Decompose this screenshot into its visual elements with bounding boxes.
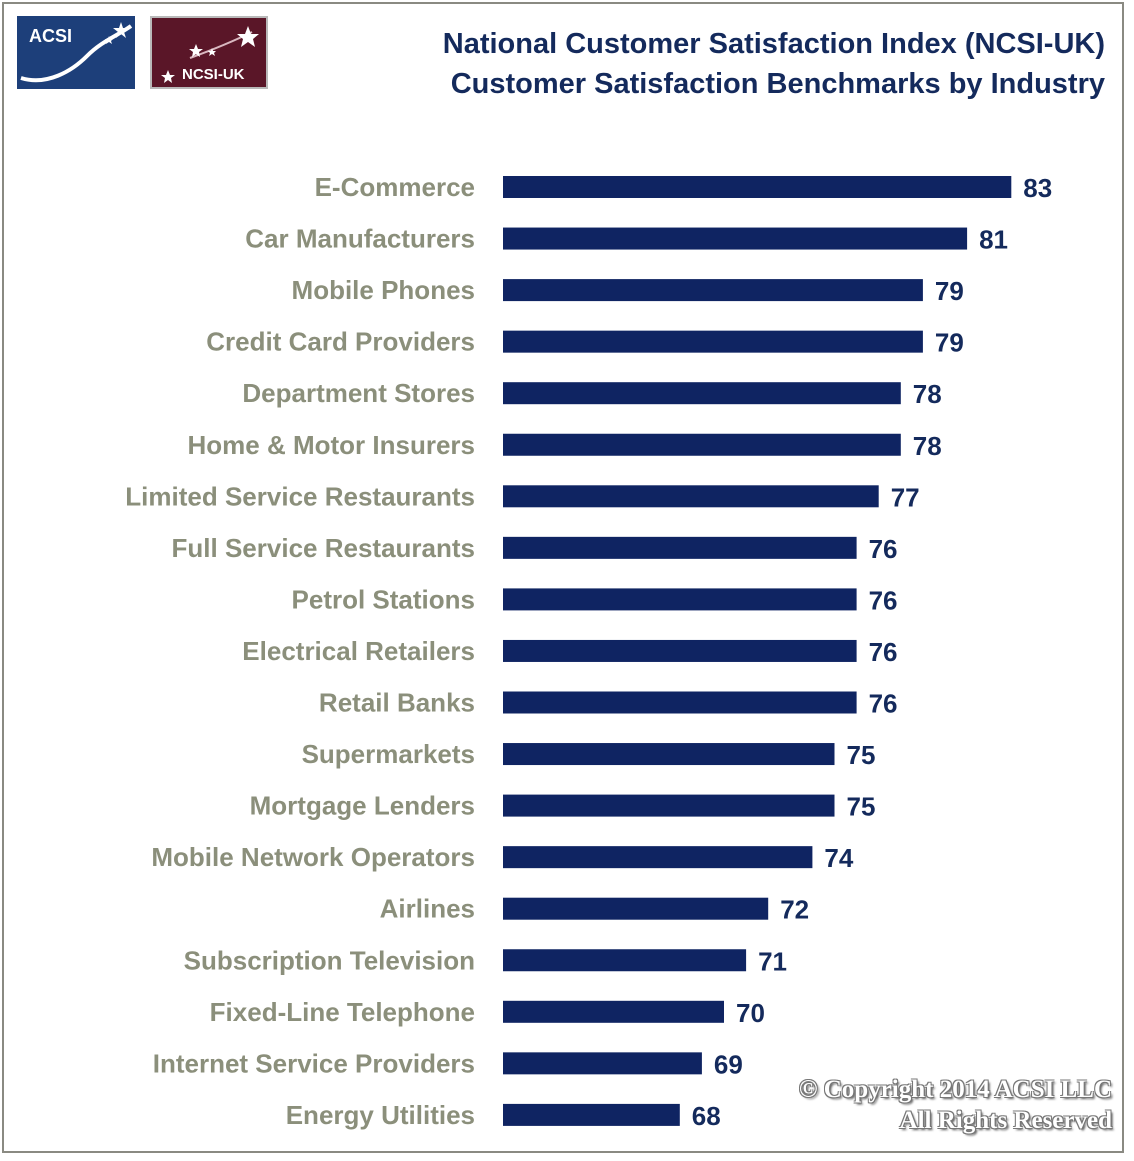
ncsi-stars-icon xyxy=(161,26,259,83)
category-label: E-Commerce xyxy=(315,172,475,202)
chart-title-line-2: Customer Satisfaction Benchmarks by Indu… xyxy=(450,68,1105,100)
value-label: 76 xyxy=(869,689,898,719)
bar xyxy=(503,588,857,611)
category-label: Retail Banks xyxy=(319,688,475,718)
copyright-line-2: All Rights Reserved xyxy=(899,1107,1112,1134)
bar xyxy=(503,433,901,456)
bar xyxy=(503,897,769,920)
category-label: Home & Motor Insurers xyxy=(188,430,476,460)
bar xyxy=(503,536,857,559)
category-label: Petrol Stations xyxy=(292,584,475,614)
copyright-line-1: © Copyright 2014 ACSI LLC xyxy=(798,1076,1112,1103)
bar xyxy=(503,485,879,508)
value-label: 79 xyxy=(935,276,964,306)
category-label: Mortgage Lenders xyxy=(250,791,475,821)
category-label: Electrical Retailers xyxy=(242,636,475,666)
acsi-swoosh-icon xyxy=(20,22,133,83)
value-label: 70 xyxy=(736,998,765,1028)
bar xyxy=(503,639,857,662)
acsi-logo-text: ACSI xyxy=(29,26,73,46)
chart-title: National Customer Satisfaction Index (NC… xyxy=(285,24,1105,104)
bar xyxy=(503,227,968,250)
bar xyxy=(503,794,835,817)
bar xyxy=(503,176,1012,198)
category-label: Supermarkets xyxy=(302,739,475,769)
category-label: Mobile Network Operators xyxy=(151,842,475,872)
bar xyxy=(503,1103,680,1126)
value-label: 75 xyxy=(847,740,876,770)
category-label: Fixed-Line Telephone xyxy=(210,997,475,1027)
value-label: 78 xyxy=(913,431,942,461)
bar xyxy=(503,949,747,972)
value-label: 69 xyxy=(714,1049,743,1079)
ncsi-logo-text: NCSI-UK xyxy=(182,66,245,83)
copyright-notice: © Copyright 2014 ACSI LLC All Rights Res… xyxy=(799,1074,1112,1136)
value-label: 76 xyxy=(869,637,898,667)
value-label: 68 xyxy=(692,1101,721,1131)
category-label: Internet Service Providers xyxy=(153,1048,475,1078)
category-label: Energy Utilities xyxy=(286,1100,475,1130)
bar xyxy=(503,743,835,766)
category-label: Subscription Television xyxy=(184,945,475,975)
value-label: 71 xyxy=(758,946,787,976)
value-label: 83 xyxy=(1023,173,1052,203)
value-label: 77 xyxy=(891,482,920,512)
value-label: 72 xyxy=(780,895,809,925)
category-label: Airlines xyxy=(380,894,475,924)
bar xyxy=(503,846,813,869)
bar xyxy=(503,1000,724,1023)
category-label: Department Stores xyxy=(242,378,475,408)
bar xyxy=(503,330,923,353)
bar xyxy=(503,382,901,405)
value-label: 81 xyxy=(979,225,1008,255)
category-label: Car Manufacturers xyxy=(245,224,475,254)
chart-title-line-1: National Customer Satisfaction Index (NC… xyxy=(442,28,1105,60)
value-label: 76 xyxy=(869,534,898,564)
ncsi-uk-logo: NCSI-UK xyxy=(150,16,268,89)
value-label: 78 xyxy=(913,379,942,409)
category-label: Limited Service Restaurants xyxy=(125,481,475,511)
value-label: 79 xyxy=(935,328,964,358)
value-label: 74 xyxy=(824,843,853,873)
value-label: 75 xyxy=(847,792,876,822)
category-label: Credit Card Providers xyxy=(206,327,475,357)
bar xyxy=(503,691,857,714)
acsi-logo: ACSI xyxy=(17,16,135,89)
bar xyxy=(503,1052,702,1075)
category-label: Full Service Restaurants xyxy=(172,533,475,563)
value-label: 76 xyxy=(869,585,898,615)
bar xyxy=(503,279,923,302)
category-label: Mobile Phones xyxy=(292,275,475,305)
